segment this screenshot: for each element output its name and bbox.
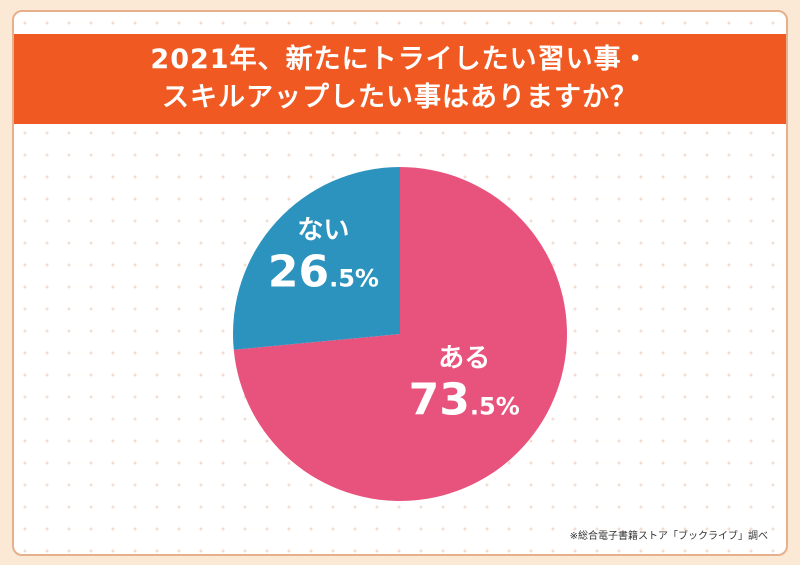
pie-label-value-1: 73.5% (409, 374, 520, 425)
chart-title-line-2: スキルアップしたい事はありますか？ (162, 82, 638, 113)
chart-title-line-1: 2021年、新たにトライしたい習い事・ (150, 44, 650, 75)
pie-label-value-2: 26.5% (268, 246, 379, 297)
pie-slice-2 (232, 167, 400, 350)
title-band: 2021年、新たにトライしたい習い事・ スキルアップしたい事はありますか？ (14, 34, 786, 124)
pie-slice-1 (233, 167, 567, 501)
source-note: ※総合電子書籍ストア「ブックライブ」調べ (569, 531, 768, 542)
pie-label-name-2: ない (297, 215, 349, 245)
pie-label-name-1: ある (438, 343, 490, 373)
